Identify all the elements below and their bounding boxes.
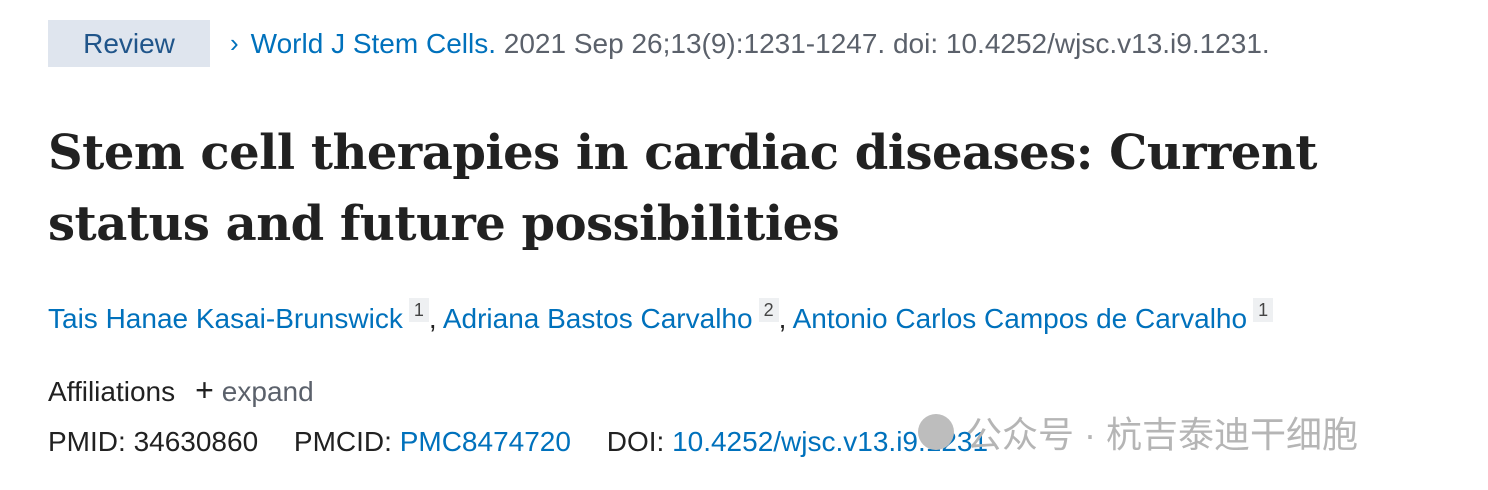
pmid-label: PMID: — [48, 426, 126, 457]
author-link[interactable]: Adriana Bastos Carvalho — [442, 303, 753, 334]
pmcid-link[interactable]: PMC8474720 — [399, 426, 571, 457]
identifiers: PMID: 34630860 PMCID: PMC8474720 DOI: 10… — [48, 426, 988, 458]
citation-line: Review › World J Stem Cells. 2021 Sep 26… — [48, 20, 1270, 67]
citation-details: 2021 Sep 26;13(9):1231-1247. doi: 10.425… — [503, 27, 1270, 59]
author-link[interactable]: Tais Hanae Kasai-Brunswick — [48, 303, 403, 334]
chevron-right-icon: › — [230, 28, 239, 58]
expand-label[interactable]: expand — [221, 376, 314, 407]
article-type-badge: Review — [48, 20, 210, 67]
pmid-value: 34630860 — [133, 426, 259, 457]
affiliations-label: Affiliations — [48, 376, 176, 407]
doi-label: DOI: — [606, 426, 665, 457]
article-title: Stem cell therapies in cardiac diseases:… — [48, 125, 1317, 252]
plus-icon: + — [195, 372, 214, 408]
watermark-text: 公众号 · 杭吉泰迪干细胞 — [966, 414, 1358, 455]
author-list: Tais Hanae Kasai-Brunswick 1, Adriana Bas… — [48, 298, 1274, 335]
affiliations-toggle[interactable]: Affiliations + expand — [48, 372, 314, 409]
affiliation-ref[interactable]: 1 — [1253, 298, 1274, 322]
journal-link[interactable]: World J Stem Cells. — [250, 27, 496, 59]
affiliation-ref[interactable]: 2 — [758, 298, 779, 322]
author-link[interactable]: Antonio Carlos Campos de Carvalho — [792, 303, 1248, 334]
wechat-icon — [918, 414, 954, 450]
affiliation-ref[interactable]: 1 — [408, 298, 429, 322]
watermark: 公众号 · 杭吉泰迪干细胞 — [918, 406, 1358, 458]
pmcid-label: PMCID: — [293, 426, 392, 457]
